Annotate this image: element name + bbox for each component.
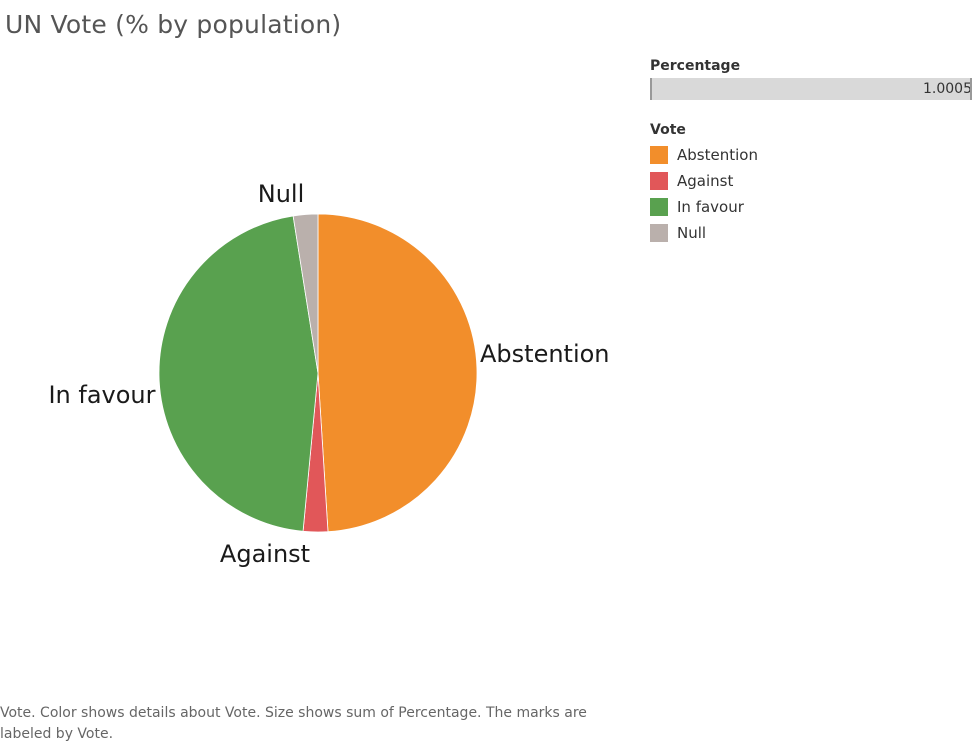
- legend-label-abstention: Abstention: [677, 146, 758, 164]
- legend-item-in-favour[interactable]: In favour: [650, 194, 980, 220]
- color-legend-title: Vote: [650, 122, 686, 138]
- legend-label-in-favour: In favour: [677, 198, 744, 216]
- legend-item-against[interactable]: Against: [650, 168, 980, 194]
- slice-label-in-favour: In favour: [48, 381, 155, 409]
- pie-slice-null[interactable]: [292, 213, 319, 374]
- size-legend-bar[interactable]: 1.0005: [650, 78, 972, 100]
- pie-slice-abstention[interactable]: [317, 213, 478, 533]
- chart-caption: Vote. Color shows details about Vote. Si…: [0, 705, 587, 742]
- size-legend-max-value: 1.0005: [923, 81, 972, 97]
- legend-panel: Percentage 1.0005 Vote Abstention Agains…: [650, 58, 980, 246]
- size-legend-tick: [970, 78, 972, 100]
- pie-slice-in-favour[interactable]: [158, 215, 319, 532]
- size-legend-title: Percentage: [650, 58, 741, 74]
- legend-item-abstention[interactable]: Abstention: [650, 142, 980, 168]
- slice-label-null: Null: [258, 180, 305, 208]
- legend-swatch-against: [650, 172, 668, 190]
- legend-label-null: Null: [677, 224, 707, 242]
- legend-item-null[interactable]: Null: [650, 220, 980, 246]
- slice-label-against: Against: [220, 540, 310, 568]
- pie-chart[interactable]: Abstention Against In favour Null: [0, 0, 640, 640]
- slice-label-abstention: Abstention: [480, 340, 610, 368]
- legend-swatch-in-favour: [650, 198, 668, 216]
- legend-swatch-abstention: [650, 146, 668, 164]
- legend-label-against: Against: [677, 172, 734, 190]
- legend-swatch-null: [650, 224, 668, 242]
- color-legend-list: Abstention Against In favour Null: [650, 142, 980, 246]
- chart-title: UN Vote (% by population): [5, 10, 342, 39]
